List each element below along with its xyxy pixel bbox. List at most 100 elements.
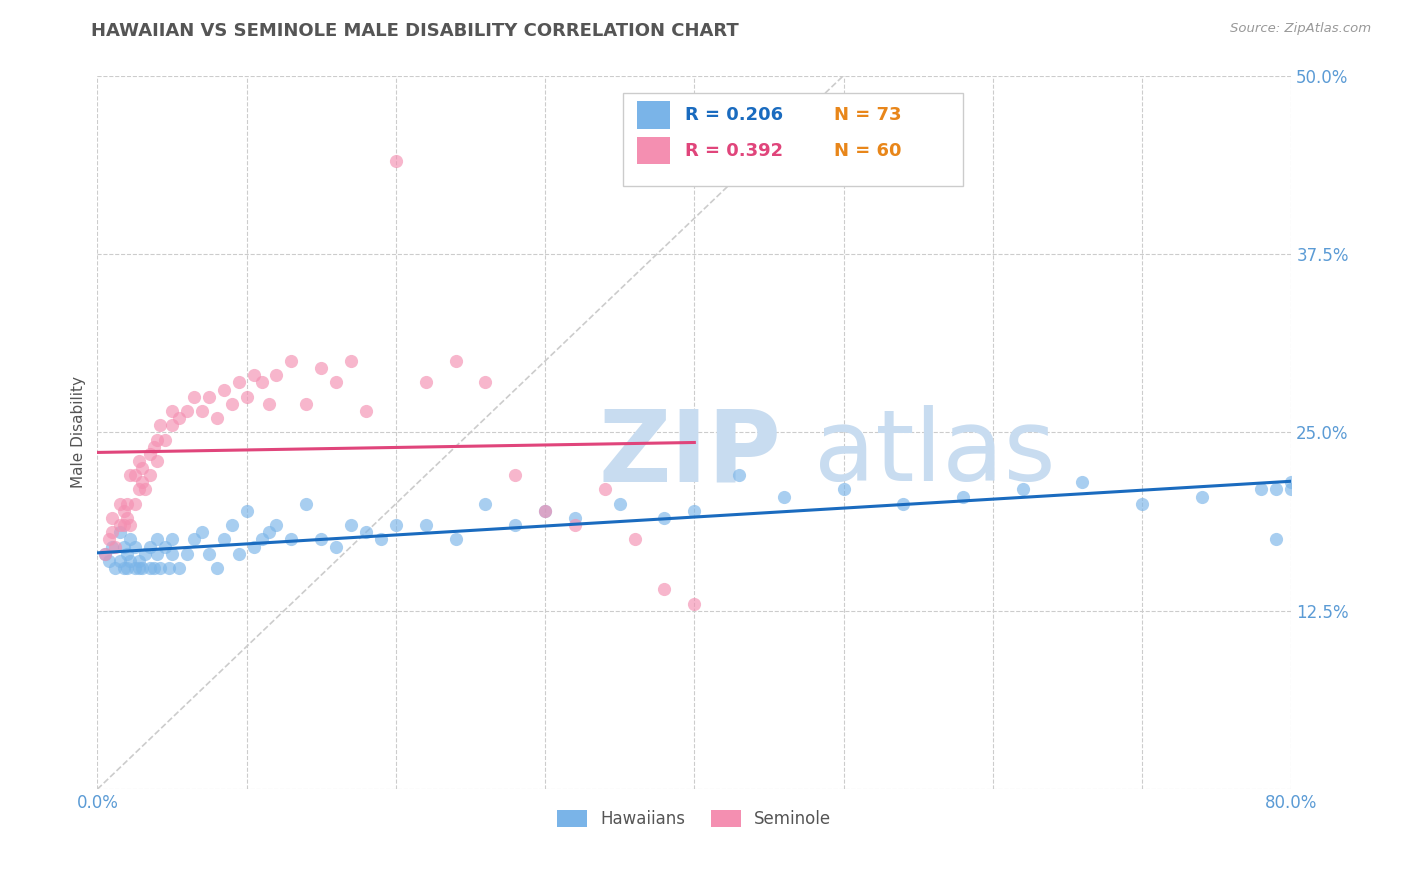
Point	[370, 533, 392, 547]
Text: HAWAIIAN VS SEMINOLE MALE DISABILITY CORRELATION CHART: HAWAIIAN VS SEMINOLE MALE DISABILITY COR…	[91, 22, 740, 40]
Point	[1279, 483, 1302, 497]
Point	[128, 483, 150, 497]
Legend: Hawaiians, Seminole: Hawaiians, Seminole	[551, 803, 838, 834]
Y-axis label: Male Disability: Male Disability	[72, 376, 86, 489]
Point	[104, 561, 127, 575]
Point	[149, 561, 172, 575]
Text: R = 0.206: R = 0.206	[685, 106, 783, 124]
Point	[108, 525, 131, 540]
Point	[198, 390, 221, 404]
Point	[101, 525, 124, 540]
Point	[124, 561, 146, 575]
Point	[832, 483, 855, 497]
Point	[146, 533, 169, 547]
Point	[564, 518, 586, 533]
Point	[325, 376, 347, 390]
Bar	[637, 137, 671, 164]
Point	[243, 540, 266, 554]
Point	[280, 354, 302, 368]
Point	[108, 497, 131, 511]
Point	[340, 354, 363, 368]
Point	[124, 468, 146, 483]
Point	[128, 561, 150, 575]
Point	[683, 504, 706, 518]
Point	[160, 418, 183, 433]
Point	[593, 483, 616, 497]
Point	[1130, 497, 1153, 511]
Point	[146, 454, 169, 468]
Point	[153, 433, 176, 447]
Point	[94, 547, 117, 561]
Bar	[623, 94, 963, 186]
Point	[183, 390, 205, 404]
Point	[609, 497, 631, 511]
Point	[131, 475, 153, 490]
Point	[212, 383, 235, 397]
Point	[98, 554, 121, 568]
Point	[212, 533, 235, 547]
Point	[108, 518, 131, 533]
Point	[1279, 475, 1302, 490]
Point	[134, 547, 156, 561]
Point	[138, 468, 160, 483]
Point	[503, 468, 526, 483]
Point	[952, 490, 974, 504]
Point	[235, 504, 257, 518]
Point	[94, 547, 117, 561]
Point	[205, 411, 228, 425]
Bar	[637, 102, 671, 128]
Point	[250, 533, 273, 547]
Point	[183, 533, 205, 547]
Point	[120, 468, 142, 483]
Point	[415, 518, 437, 533]
Text: N = 60: N = 60	[834, 142, 901, 160]
Point	[1265, 483, 1288, 497]
Point	[160, 533, 183, 547]
Point	[176, 547, 198, 561]
Point	[131, 561, 153, 575]
Point	[564, 511, 586, 525]
Point	[891, 497, 914, 511]
Point	[221, 397, 243, 411]
Point	[112, 518, 135, 533]
Point	[728, 468, 751, 483]
Point	[101, 511, 124, 525]
Point	[235, 390, 257, 404]
Point	[131, 461, 153, 475]
Point	[503, 518, 526, 533]
Point	[98, 533, 121, 547]
Point	[1250, 483, 1272, 497]
Point	[124, 540, 146, 554]
Point	[120, 533, 142, 547]
Point	[228, 547, 250, 561]
Text: ZIP: ZIP	[599, 405, 782, 502]
Point	[309, 533, 332, 547]
Point	[228, 376, 250, 390]
Text: atlas: atlas	[814, 405, 1056, 502]
Point	[128, 554, 150, 568]
Point	[444, 533, 467, 547]
Point	[474, 376, 496, 390]
Point	[124, 497, 146, 511]
Point	[295, 497, 318, 511]
Text: Source: ZipAtlas.com: Source: ZipAtlas.com	[1230, 22, 1371, 36]
Point	[354, 525, 377, 540]
Point	[250, 376, 273, 390]
Point	[146, 433, 169, 447]
Point	[243, 368, 266, 383]
Point	[138, 540, 160, 554]
Point	[153, 540, 176, 554]
Point	[112, 540, 135, 554]
Point	[128, 454, 150, 468]
Point	[115, 497, 138, 511]
Point	[138, 447, 160, 461]
Point	[1265, 533, 1288, 547]
Point	[169, 411, 191, 425]
Point	[143, 561, 166, 575]
Point	[257, 525, 280, 540]
Point	[146, 547, 169, 561]
Point	[120, 554, 142, 568]
Point	[280, 533, 302, 547]
Point	[266, 518, 288, 533]
Point	[191, 525, 214, 540]
